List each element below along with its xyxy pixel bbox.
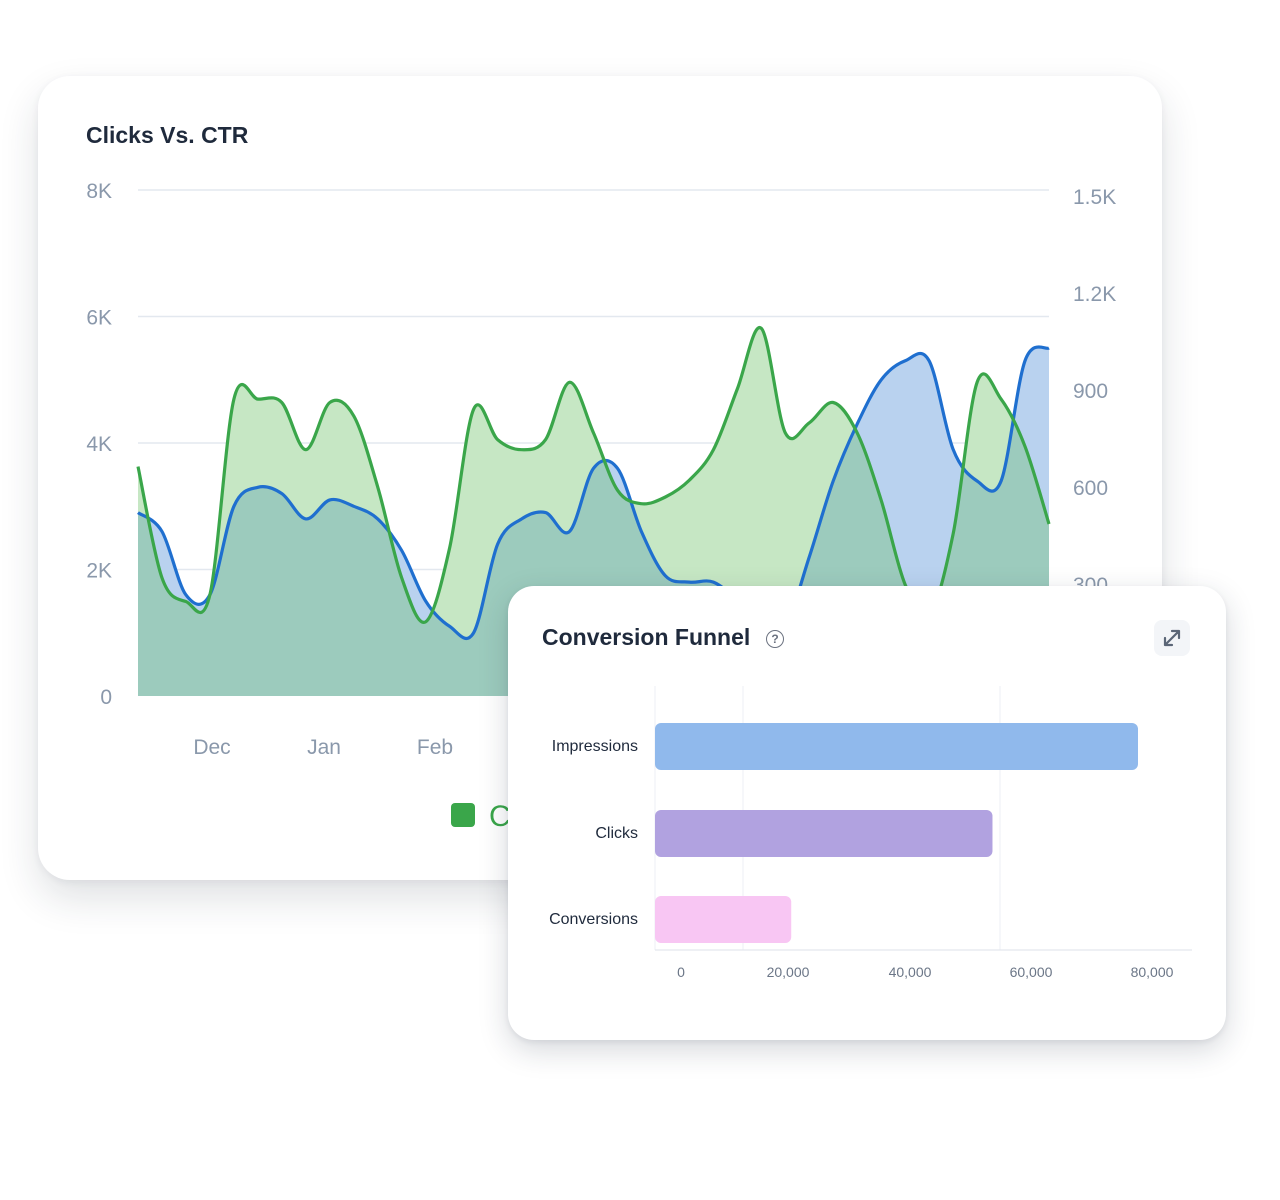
funnel-bar (655, 723, 1138, 770)
x-tick-label: 80,000 (1131, 964, 1174, 980)
x-tick-label: Dec (193, 736, 230, 759)
funnel-chart: Impressions Clicks Conversions 0 20,000 40,00… (549, 686, 1192, 980)
y-left-tick-label: 4K (86, 433, 112, 456)
category-label: Impressions (552, 738, 638, 755)
x-tick-label: Jan (307, 736, 341, 759)
x-tick-label: 0 (677, 964, 685, 980)
expand-button[interactable] (1154, 620, 1190, 656)
funnel-bar (655, 896, 792, 943)
y-right-tick-label: 900 (1073, 380, 1108, 403)
x-tick-label: Feb (417, 736, 453, 759)
legend-swatch (451, 803, 475, 827)
category-label: Clicks (595, 825, 638, 842)
ctr-line (136, 326, 1051, 624)
funnel-bar (655, 810, 993, 857)
expand-arrows-icon (1163, 629, 1181, 647)
conversion-funnel-card: Conversion Funnel ? Impressions Clicks Con… (508, 586, 1226, 1040)
question-circle-icon[interactable]: ? (766, 630, 784, 648)
y-left-tick-label: 2K (86, 560, 112, 583)
x-tick-label: 40,000 (889, 964, 932, 980)
y-right-tick-label: 1.5K (1073, 186, 1116, 209)
x-tick-label: 60,000 (1010, 964, 1053, 980)
y-left-tick-label: 8K (86, 180, 112, 203)
funnel-title: Conversion Funnel (542, 624, 751, 650)
x-tick-label: 20,000 (767, 964, 810, 980)
legend-label: C (489, 800, 511, 833)
y-right-tick-label: 1.2K (1073, 283, 1116, 306)
clicks-line (137, 345, 1050, 640)
y-right-tick-label: 600 (1073, 477, 1108, 500)
y-left-tick-label: 6K (86, 307, 112, 330)
y-left-tick-label: 0 (100, 686, 112, 709)
chart-title: Clicks Vs. CTR (86, 122, 249, 148)
category-label: Conversions (549, 911, 638, 928)
